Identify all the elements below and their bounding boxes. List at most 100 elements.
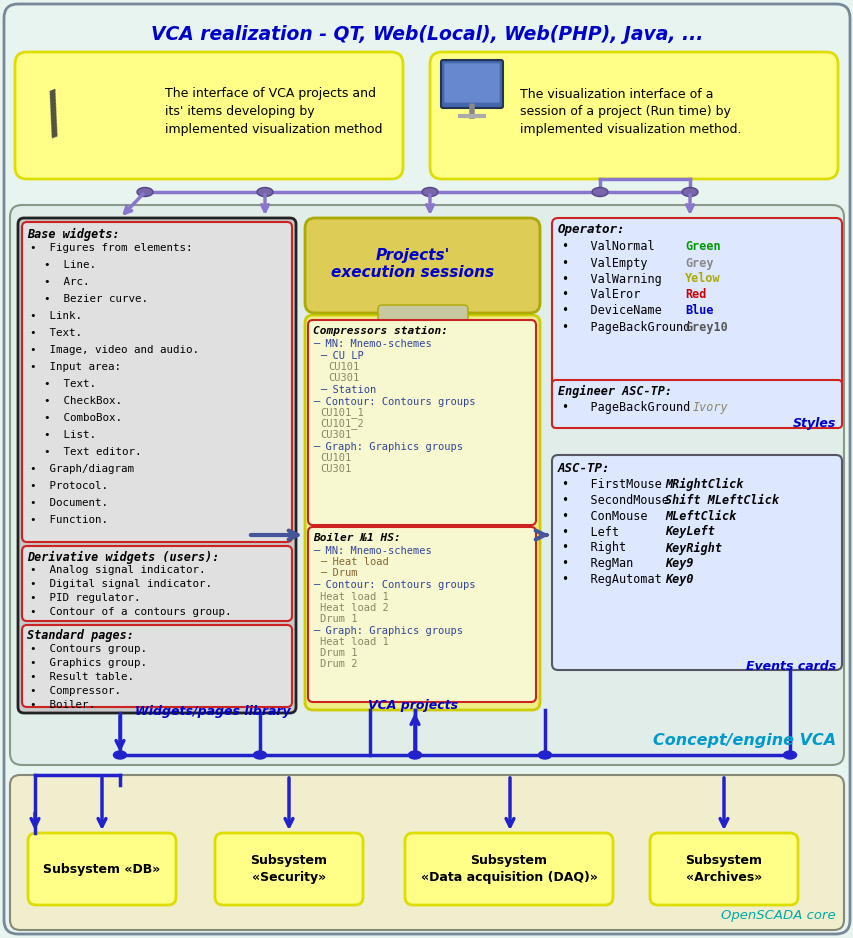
Text: Standard pages:: Standard pages: <box>27 629 134 643</box>
FancyBboxPatch shape <box>378 305 467 325</box>
Text: •  Graph/diagram: • Graph/diagram <box>30 464 134 474</box>
Text: Key9: Key9 <box>664 557 693 570</box>
Text: •  Text editor.: • Text editor. <box>44 447 142 457</box>
Text: •  Image, video and audio.: • Image, video and audio. <box>30 345 199 355</box>
FancyBboxPatch shape <box>15 52 403 179</box>
Text: Compressors station:: Compressors station: <box>313 326 448 336</box>
Ellipse shape <box>591 188 607 196</box>
Text: •  Function.: • Function. <box>30 515 107 525</box>
Text: Ivory: Ivory <box>692 401 728 415</box>
Text: •  Graphics group.: • Graphics group. <box>30 658 147 668</box>
Text: •   Right: • Right <box>561 541 625 554</box>
Text: •  Contour of a contours group.: • Contour of a contours group. <box>30 607 231 617</box>
Text: Boiler №1 HS:: Boiler №1 HS: <box>313 533 400 543</box>
FancyBboxPatch shape <box>215 833 363 905</box>
Text: CU301: CU301 <box>320 430 351 440</box>
Text: Heat load 1: Heat load 1 <box>320 637 388 647</box>
Text: •  Figures from elements:: • Figures from elements: <box>30 243 192 253</box>
Text: Base widgets:: Base widgets: <box>27 227 119 240</box>
FancyBboxPatch shape <box>551 218 841 413</box>
Text: VCA projects: VCA projects <box>368 700 457 713</box>
Ellipse shape <box>782 751 796 759</box>
Text: ─ Contour: Contours groups: ─ Contour: Contours groups <box>313 397 475 407</box>
Text: •   PageBackGround: • PageBackGround <box>561 321 689 334</box>
Text: CU301: CU301 <box>320 464 351 474</box>
Text: •  Bezier curve.: • Bezier curve. <box>44 294 148 304</box>
FancyBboxPatch shape <box>305 218 539 313</box>
FancyBboxPatch shape <box>18 218 296 713</box>
Text: ASC-TP:: ASC-TP: <box>557 461 610 475</box>
Text: KeyLeft: KeyLeft <box>664 525 714 538</box>
Text: ─ Drum: ─ Drum <box>320 568 357 578</box>
Text: Subsystem
«Archives»: Subsystem «Archives» <box>685 854 762 884</box>
FancyBboxPatch shape <box>28 833 176 905</box>
Text: •   RegMan: • RegMan <box>561 557 633 570</box>
Text: •   RegAutomat: • RegAutomat <box>561 573 661 586</box>
Text: Operator:: Operator: <box>557 223 624 236</box>
FancyBboxPatch shape <box>22 222 292 542</box>
Text: •  Text.: • Text. <box>44 379 96 389</box>
Text: Yelow: Yelow <box>684 273 720 285</box>
FancyBboxPatch shape <box>305 315 539 710</box>
Text: Subsystem
«Data acquisition (DAQ)»: Subsystem «Data acquisition (DAQ)» <box>420 854 597 884</box>
Text: Key0: Key0 <box>664 573 693 586</box>
Text: ─ Graph: Graphics groups: ─ Graph: Graphics groups <box>313 442 462 452</box>
Text: VCA realization - QT, Web(Local), Web(PHP), Java, ...: VCA realization - QT, Web(Local), Web(PH… <box>151 25 702 44</box>
Text: •  Analog signal indicator.: • Analog signal indicator. <box>30 565 206 575</box>
FancyBboxPatch shape <box>649 833 797 905</box>
Text: Heat load 2: Heat load 2 <box>320 603 388 613</box>
Text: •  List.: • List. <box>44 430 96 440</box>
Text: Subsystem
«Security»: Subsystem «Security» <box>250 854 327 884</box>
Text: Engineer ASC-TP:: Engineer ASC-TP: <box>557 385 671 398</box>
Text: •  Document.: • Document. <box>30 498 107 508</box>
Text: •  Digital signal indicator.: • Digital signal indicator. <box>30 579 212 589</box>
Text: CU101: CU101 <box>320 453 351 463</box>
Text: •   ValWarning: • ValWarning <box>561 273 661 285</box>
Text: •   ValNormal: • ValNormal <box>561 240 654 253</box>
Text: •  Link.: • Link. <box>30 311 82 321</box>
Text: •   ConMouse: • ConMouse <box>561 509 647 522</box>
Text: Concept/engine VCA: Concept/engine VCA <box>652 733 835 748</box>
Text: Red: Red <box>684 289 705 301</box>
Text: ─ Heat load: ─ Heat load <box>320 557 388 567</box>
Text: ─ Contour: Contours groups: ─ Contour: Contours groups <box>313 580 475 590</box>
Text: CU101: CU101 <box>328 362 359 372</box>
Text: MRightClick: MRightClick <box>664 477 742 491</box>
Text: •   ValEmpty: • ValEmpty <box>561 256 647 269</box>
Text: Derivative widgets (users):: Derivative widgets (users): <box>27 551 219 564</box>
Text: •   SecondMouse: • SecondMouse <box>561 493 668 507</box>
Text: •   Left: • Left <box>561 525 618 538</box>
Text: Projects'
execution sessions: Projects' execution sessions <box>331 248 494 280</box>
Text: •  Protocol.: • Protocol. <box>30 481 107 491</box>
Text: •  Compressor.: • Compressor. <box>30 686 121 696</box>
Ellipse shape <box>257 188 273 196</box>
Text: •  Boiler.: • Boiler. <box>30 700 95 710</box>
Text: •   FirstMouse: • FirstMouse <box>561 477 661 491</box>
Text: •   ValEror: • ValEror <box>561 289 640 301</box>
Text: Styles: Styles <box>792 417 835 431</box>
FancyBboxPatch shape <box>444 63 499 103</box>
FancyBboxPatch shape <box>4 4 849 934</box>
Text: CU101_2: CU101_2 <box>320 418 363 430</box>
FancyBboxPatch shape <box>22 546 292 621</box>
Ellipse shape <box>136 188 153 196</box>
Text: •  Input area:: • Input area: <box>30 362 121 372</box>
FancyBboxPatch shape <box>308 320 536 525</box>
FancyBboxPatch shape <box>22 625 292 707</box>
Text: The visualization interface of a
session of a project (Run time) by
implemented : The visualization interface of a session… <box>519 87 740 137</box>
Text: The interface of VCA projects and
its' items developing by
implemented visualiza: The interface of VCA projects and its' i… <box>165 87 382 137</box>
Text: ─ MN: Mnemo-schemes: ─ MN: Mnemo-schemes <box>313 546 432 556</box>
Text: •  ComboBox.: • ComboBox. <box>44 413 122 423</box>
FancyBboxPatch shape <box>551 380 841 428</box>
FancyBboxPatch shape <box>10 775 843 930</box>
Text: •  PID regulator.: • PID regulator. <box>30 593 141 603</box>
Text: CU301: CU301 <box>328 373 359 383</box>
Text: •  CheckBox.: • CheckBox. <box>44 396 122 406</box>
Text: Subsystem «DB»: Subsystem «DB» <box>44 863 160 875</box>
Text: MLeftClick: MLeftClick <box>664 509 735 522</box>
Text: Events cards: Events cards <box>745 660 835 673</box>
Text: •  Line.: • Line. <box>44 260 96 270</box>
Text: •  Result table.: • Result table. <box>30 672 134 682</box>
Text: Grey: Grey <box>684 256 712 269</box>
Text: Drum 1: Drum 1 <box>320 648 357 658</box>
